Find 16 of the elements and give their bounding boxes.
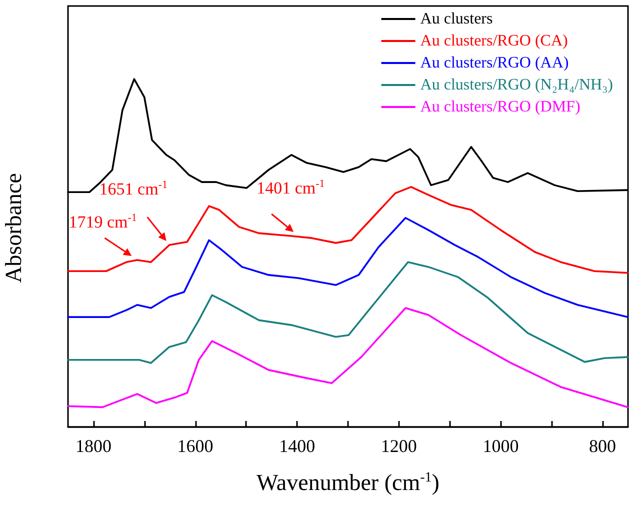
legend-label: Au clusters/RGO (AA) xyxy=(420,54,569,72)
x-tick-label: 1000 xyxy=(482,436,519,456)
x-axis-title: Wavenumber (cm$^{-1}$) xyxy=(256,470,440,496)
annotation: 1401 cm$^{-1}$ xyxy=(256,178,325,199)
legend-label: Au clusters/RGO (DMF) xyxy=(420,98,580,116)
x-tick-label: 800 xyxy=(589,436,616,456)
legend-label: Au clusters/RGO (CA) xyxy=(420,32,568,50)
x-tick-label: 1400 xyxy=(279,436,316,456)
legend-label: Au clusters xyxy=(420,10,493,28)
y-axis-title: Absorbance xyxy=(1,173,27,283)
annotation: 1719 cm$^{-1}$ xyxy=(68,212,137,233)
legend-label: Au clusters/RGO (N₂H₄/NH₃) xyxy=(420,76,614,94)
x-tick-label: 1200 xyxy=(380,436,417,456)
x-tick-label: 1800 xyxy=(75,436,112,456)
x-tick-label: 1600 xyxy=(177,436,214,456)
annotation: 1651 cm$^{-1}$ xyxy=(99,179,168,200)
